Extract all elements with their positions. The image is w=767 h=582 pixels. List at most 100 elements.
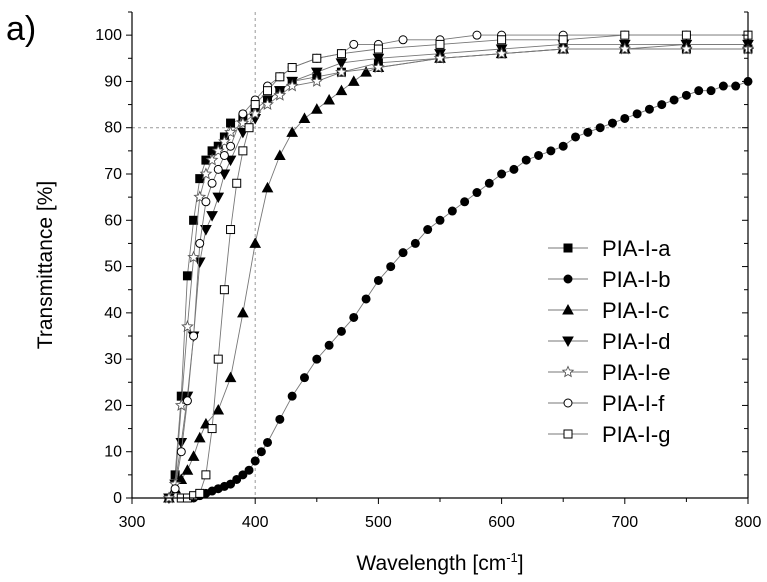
data-point: [324, 340, 334, 350]
data-point: [207, 178, 217, 188]
data-point: [556, 42, 570, 55]
data-point: [497, 169, 507, 179]
data-point: [205, 153, 219, 166]
legend-label: PIA-I-d: [602, 329, 670, 354]
data-point: [681, 90, 691, 100]
data-point: [669, 95, 679, 105]
data-point: [170, 484, 180, 494]
data-point: [595, 123, 605, 133]
data-point: [275, 414, 285, 424]
data-point: [187, 250, 200, 263]
y-tick-label: 20: [104, 397, 122, 414]
data-point: [232, 178, 242, 188]
data-point: [620, 113, 630, 123]
data-point: [286, 126, 299, 137]
data-point: [336, 326, 346, 336]
legend-item-PIA-I-e: PIA-I-e: [548, 360, 670, 385]
data-point: [238, 470, 248, 480]
data-point: [237, 306, 249, 318]
data-point: [181, 464, 194, 475]
data-point: [244, 123, 254, 133]
data-point: [249, 237, 262, 248]
data-point: [213, 164, 223, 174]
data-point: [558, 141, 568, 151]
legend-item-PIA-I-f: PIA-I-f: [548, 391, 665, 416]
x-tick-label: 600: [488, 514, 515, 531]
y-tick-label: 0: [113, 490, 122, 507]
legend-marker: [563, 429, 573, 439]
data-point: [644, 104, 654, 114]
data-point: [386, 262, 396, 272]
data-point: [460, 197, 470, 207]
data-point: [206, 211, 218, 222]
data-point: [189, 215, 199, 225]
data-point: [435, 215, 445, 225]
x-tick-label: 800: [735, 514, 762, 531]
legend: PIA-I-a PIA-I-b PIA-I-c PIA-I-d PIA-I-e PIA-I…: [548, 236, 671, 447]
data-point: [472, 30, 482, 40]
data-point: [373, 275, 383, 285]
data-point: [195, 174, 205, 184]
data-point: [571, 132, 581, 142]
y-tick-label: 10: [104, 444, 122, 461]
x-tick-label: 300: [119, 514, 146, 531]
y-tick-label: 80: [104, 120, 122, 137]
data-point: [226, 141, 236, 151]
data-point: [632, 109, 642, 119]
data-point: [193, 431, 206, 443]
data-point: [238, 109, 248, 119]
data-point: [207, 424, 217, 434]
legend-label: PIA-I-g: [602, 422, 670, 447]
data-point: [521, 155, 531, 165]
data-point: [224, 371, 237, 383]
legend-marker: [563, 274, 573, 284]
x-tick-label: 700: [611, 514, 638, 531]
data-point: [298, 112, 311, 123]
data-point: [187, 450, 200, 461]
data-point: [273, 149, 286, 160]
data-point: [219, 285, 229, 295]
data-point: [447, 206, 457, 216]
legend-marker: [562, 336, 574, 348]
data-point: [558, 35, 568, 45]
data-point: [199, 167, 213, 180]
legend-marker: [563, 398, 573, 408]
data-point: [398, 248, 408, 258]
data-point: [226, 479, 236, 489]
data-point: [238, 146, 248, 156]
data-point: [244, 465, 254, 475]
series-PIA-I-b: [182, 76, 753, 503]
data-point: [618, 42, 632, 55]
data-point: [275, 72, 285, 82]
data-point: [224, 125, 237, 138]
data-point: [372, 60, 385, 73]
data-point: [176, 447, 186, 457]
data-point: [256, 447, 266, 457]
y-tick-label: 30: [104, 351, 122, 368]
legend-item-PIA-I-a: PIA-I-a: [548, 236, 671, 261]
data-point: [410, 238, 420, 248]
data-point: [607, 118, 617, 128]
data-point: [335, 58, 348, 69]
data-point: [285, 79, 299, 92]
data-point: [620, 30, 630, 40]
data-point: [310, 74, 324, 87]
data-point: [349, 39, 359, 49]
legend-label: PIA-I-e: [602, 360, 670, 385]
data-point: [335, 84, 348, 96]
data-point: [181, 320, 194, 333]
data-point: [310, 103, 323, 114]
data-point: [335, 65, 348, 78]
data-point: [361, 294, 371, 304]
data-point: [484, 178, 494, 188]
series-PIA-I-e: [162, 42, 755, 504]
panel-label: a): [6, 10, 37, 48]
data-point: [200, 225, 212, 236]
data-point: [213, 354, 223, 364]
data-point: [680, 42, 693, 55]
data-point: [472, 188, 482, 198]
data-point: [189, 331, 199, 341]
data-point: [212, 192, 225, 204]
legend-label: PIA-I-a: [602, 236, 671, 261]
data-point: [349, 312, 359, 322]
